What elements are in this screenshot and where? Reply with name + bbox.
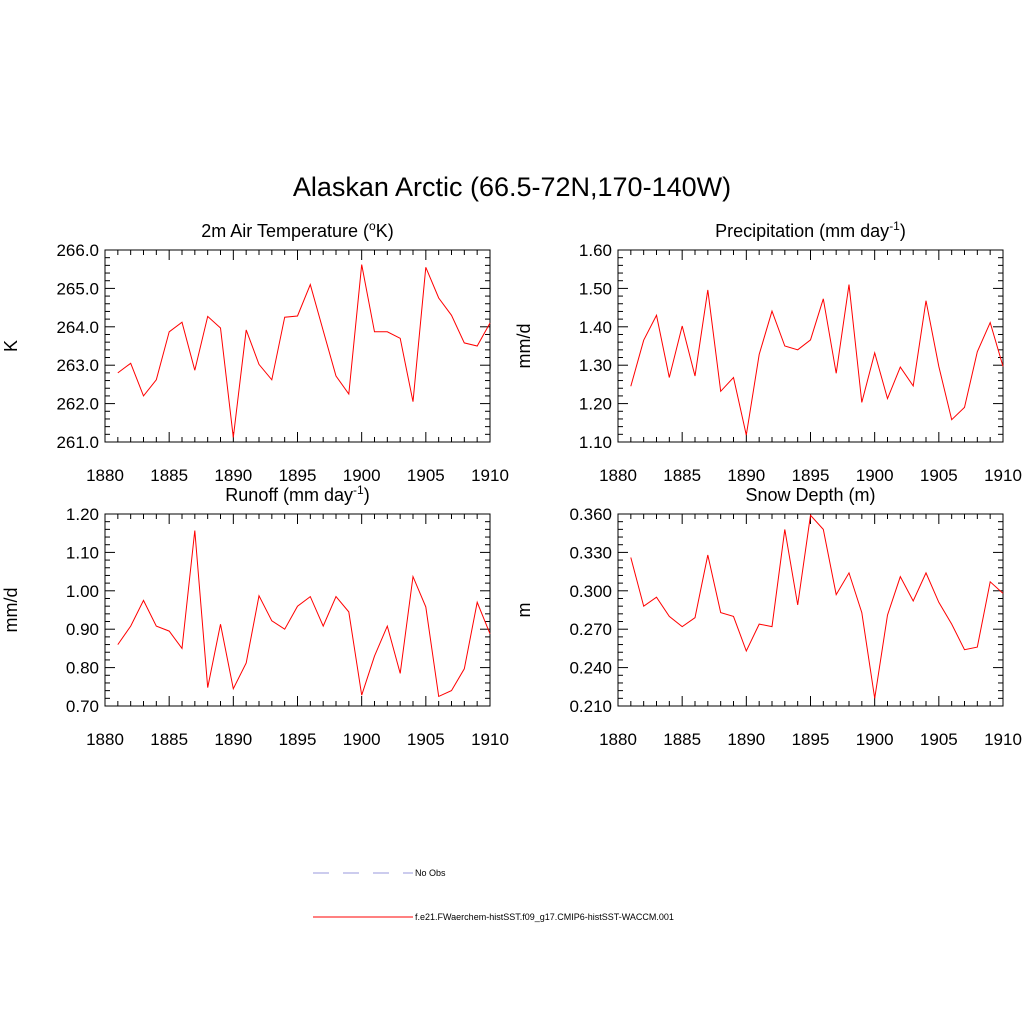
- x-tick-label: 1885: [150, 730, 188, 749]
- panel-title-tail: ): [900, 221, 906, 241]
- y-tick-label: 1.00: [66, 582, 99, 601]
- y-axis-label: K: [1, 340, 21, 352]
- figure-title: Alaskan Arctic (66.5-72N,170-140W): [293, 172, 731, 202]
- panel-1: 2m Air Temperature (oK) K 1880 1885 1890 1895…: [1, 219, 509, 485]
- series-line: [117, 264, 491, 438]
- plot-frame: [104, 513, 491, 707]
- y-tick-label: 264.0: [56, 318, 99, 337]
- panel-title-superscript: -1: [889, 219, 900, 233]
- plot-frame: [104, 249, 491, 443]
- x-tick-label: 1885: [150, 466, 188, 485]
- y-axis-label: mm/d: [514, 324, 534, 369]
- x-tick-label: 1910: [984, 730, 1022, 749]
- panels: 2m Air Temperature (oK) K 1880 1885 1890 1895…: [1, 219, 1022, 749]
- panel-2: Precipitation (mm day-1) mm/d 1880 1885 1890…: [514, 219, 1022, 485]
- x-tick-label: 1910: [471, 730, 509, 749]
- panel-title-text: Runoff (mm day: [225, 485, 353, 505]
- legend-no-obs-label: No Obs: [415, 868, 446, 878]
- y-tick-label: 0.330: [569, 543, 612, 562]
- x-tick-label: 1905: [407, 730, 445, 749]
- legend: No Obs f.e21.FWaerchem-histSST.f09_g17.C…: [313, 868, 674, 922]
- x-tick-label: 1895: [279, 466, 317, 485]
- x-tick-label: 1905: [920, 466, 958, 485]
- panel-4: Snow Depth (m) m 1880 1885 1890 1895 1900 1905 1…: [514, 485, 1022, 749]
- panel-3: Runoff (mm day-1) mm/d 1880 1885 1890 1895 190…: [1, 483, 509, 749]
- y-tick-label: 0.270: [569, 620, 612, 639]
- y-tick-label: 266.0: [56, 241, 99, 260]
- y-tick-label: 265.0: [56, 279, 99, 298]
- y-tick-label: 1.20: [579, 395, 612, 414]
- y-axis-label: mm/d: [1, 588, 21, 633]
- y-tick-label: 1.60: [579, 241, 612, 260]
- panel-title-superscript: o: [369, 219, 376, 233]
- y-tick-label: 0.80: [66, 659, 99, 678]
- x-tick-label: 1910: [984, 466, 1022, 485]
- y-tick-label: 1.10: [579, 433, 612, 452]
- panel-title-tail: ): [364, 485, 370, 505]
- x-tick-label: 1905: [407, 466, 445, 485]
- panel-title-tail: K): [376, 221, 394, 241]
- panel-title-text: Snow Depth (m): [745, 485, 875, 505]
- panel-title: 2m Air Temperature (oK): [201, 219, 393, 241]
- y-tick-label: 261.0: [56, 433, 99, 452]
- y-tick-label: 1.50: [579, 279, 612, 298]
- legend-model-label: f.e21.FWaerchem-histSST.f09_g17.CMIP6-hi…: [415, 912, 674, 922]
- x-tick-label: 1895: [792, 730, 830, 749]
- y-tick-label: 0.210: [569, 697, 612, 716]
- y-tick-label: 262.0: [56, 395, 99, 414]
- x-tick-label: 1885: [663, 466, 701, 485]
- x-tick-label: 1900: [856, 466, 894, 485]
- x-tick-label: 1900: [856, 730, 894, 749]
- x-tick-label: 1885: [663, 730, 701, 749]
- y-tick-label: 1.30: [579, 356, 612, 375]
- panel-title: Precipitation (mm day-1): [715, 219, 906, 241]
- series-line: [630, 284, 1004, 436]
- y-tick-label: 0.70: [66, 697, 99, 716]
- x-tick-label: 1890: [214, 466, 252, 485]
- series-line: [117, 530, 491, 698]
- x-tick-label: 1880: [599, 466, 637, 485]
- x-tick-label: 1910: [471, 466, 509, 485]
- y-tick-label: 1.20: [66, 505, 99, 524]
- y-tick-label: 1.10: [66, 543, 99, 562]
- y-tick-label: 0.300: [569, 582, 612, 601]
- panel-title: Snow Depth (m): [745, 485, 875, 505]
- x-tick-label: 1890: [214, 730, 252, 749]
- y-axis-label: m: [514, 603, 534, 618]
- x-tick-label: 1880: [86, 466, 124, 485]
- y-tick-label: 0.360: [569, 505, 612, 524]
- panel-title-text: Precipitation (mm day: [715, 221, 889, 241]
- y-tick-label: 0.90: [66, 620, 99, 639]
- x-tick-label: 1890: [727, 730, 765, 749]
- series-line: [630, 514, 1004, 699]
- x-tick-label: 1895: [279, 730, 317, 749]
- x-tick-label: 1900: [343, 730, 381, 749]
- x-tick-label: 1900: [343, 466, 381, 485]
- y-tick-label: 1.40: [579, 318, 612, 337]
- x-tick-label: 1880: [599, 730, 637, 749]
- x-tick-label: 1895: [792, 466, 830, 485]
- x-tick-label: 1890: [727, 466, 765, 485]
- panel-title: Runoff (mm day-1): [225, 483, 369, 505]
- plot-frame: [617, 513, 1004, 707]
- x-tick-label: 1880: [86, 730, 124, 749]
- y-tick-label: 263.0: [56, 356, 99, 375]
- panel-title-text: 2m Air Temperature (: [201, 221, 369, 241]
- x-tick-label: 1905: [920, 730, 958, 749]
- panel-title-superscript: -1: [353, 483, 364, 497]
- y-tick-label: 0.240: [569, 659, 612, 678]
- plot-frame: [617, 249, 1004, 443]
